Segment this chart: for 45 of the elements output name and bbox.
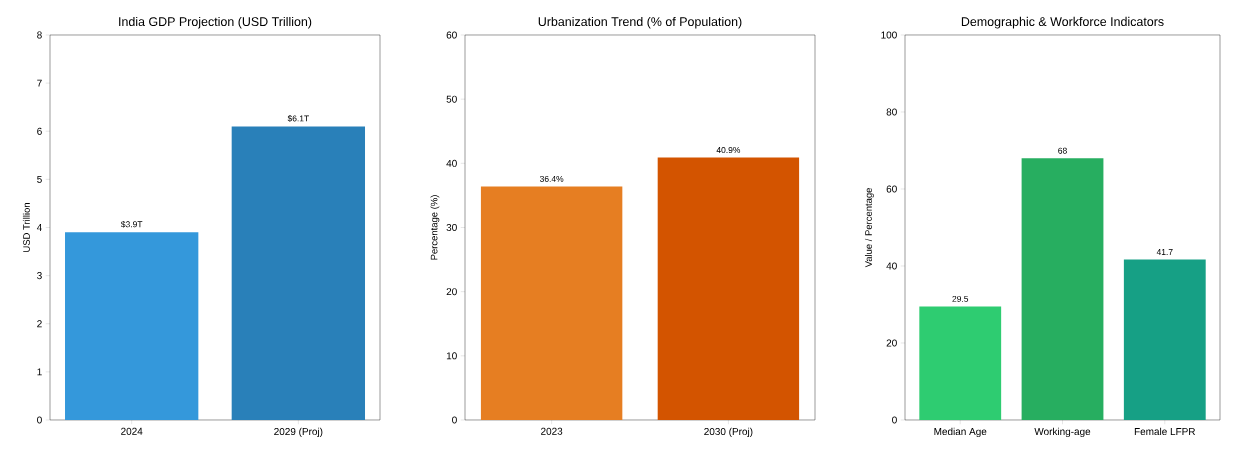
data-label: 41.7 <box>1156 249 1173 255</box>
x-tick-label: Working-age <box>1034 427 1091 438</box>
y-tick-label: 30 <box>446 223 457 232</box>
y-tick-label: 7 <box>37 79 42 87</box>
x-tick-label: Median Age <box>934 427 987 438</box>
data-label: 36.4% <box>539 175 564 182</box>
y-tick-label: 2 <box>37 320 42 328</box>
y-tick-label: 0 <box>892 416 897 424</box>
chart-title: India GDP Projection (USD Trillion) <box>119 16 312 29</box>
y-tick-label: 20 <box>446 288 457 296</box>
y-axis-title: Value / Percentage <box>864 188 874 268</box>
y-tick-label: 60 <box>886 185 897 193</box>
data-label: 40.9% <box>716 147 741 154</box>
y-tick-label: 6 <box>37 127 42 135</box>
y-tick-label: 10 <box>446 352 457 360</box>
data-label: 68 <box>1058 147 1067 154</box>
y-axis-title: USD Trillion <box>22 203 30 252</box>
y-tick-label: 5 <box>37 175 42 183</box>
y-tick-label: 100 <box>881 31 897 39</box>
y-tick-label: 40 <box>886 262 897 270</box>
y-tick-label: 0 <box>452 416 457 424</box>
y-tick-label: 8 <box>37 31 42 39</box>
x-tick-label: 2023 <box>541 427 563 435</box>
x-tick-label: 2030 (Proj) <box>704 427 753 438</box>
y-tick-label: 20 <box>886 339 897 347</box>
y-axis-title: Percentage (%) <box>430 195 440 260</box>
y-tick-label: 0 <box>37 416 42 424</box>
y-tick-label: 50 <box>446 95 457 103</box>
data-label: 29.5 <box>952 295 969 302</box>
data-label: $3.9T <box>120 220 143 228</box>
x-tick-label: Female LFPR <box>1134 427 1196 436</box>
y-tick-label: 1 <box>37 368 42 376</box>
bar <box>1123 259 1206 420</box>
x-tick-label: 2024 <box>121 427 143 435</box>
chart-title: Demographic & Workforce Indicators <box>961 16 1164 29</box>
bar <box>1021 158 1104 420</box>
chart-title: Urbanization Trend (% of Population) <box>538 16 742 29</box>
data-label: $6.1T <box>287 115 309 122</box>
y-tick-label: 80 <box>886 108 897 116</box>
bar <box>919 306 1002 420</box>
y-tick-label: 40 <box>446 159 457 167</box>
x-tick-label: 2029 (Proj) <box>274 427 323 438</box>
y-tick-label: 60 <box>446 31 457 39</box>
y-tick-label: 3 <box>37 272 42 280</box>
y-tick-label: 4 <box>36 224 42 231</box>
